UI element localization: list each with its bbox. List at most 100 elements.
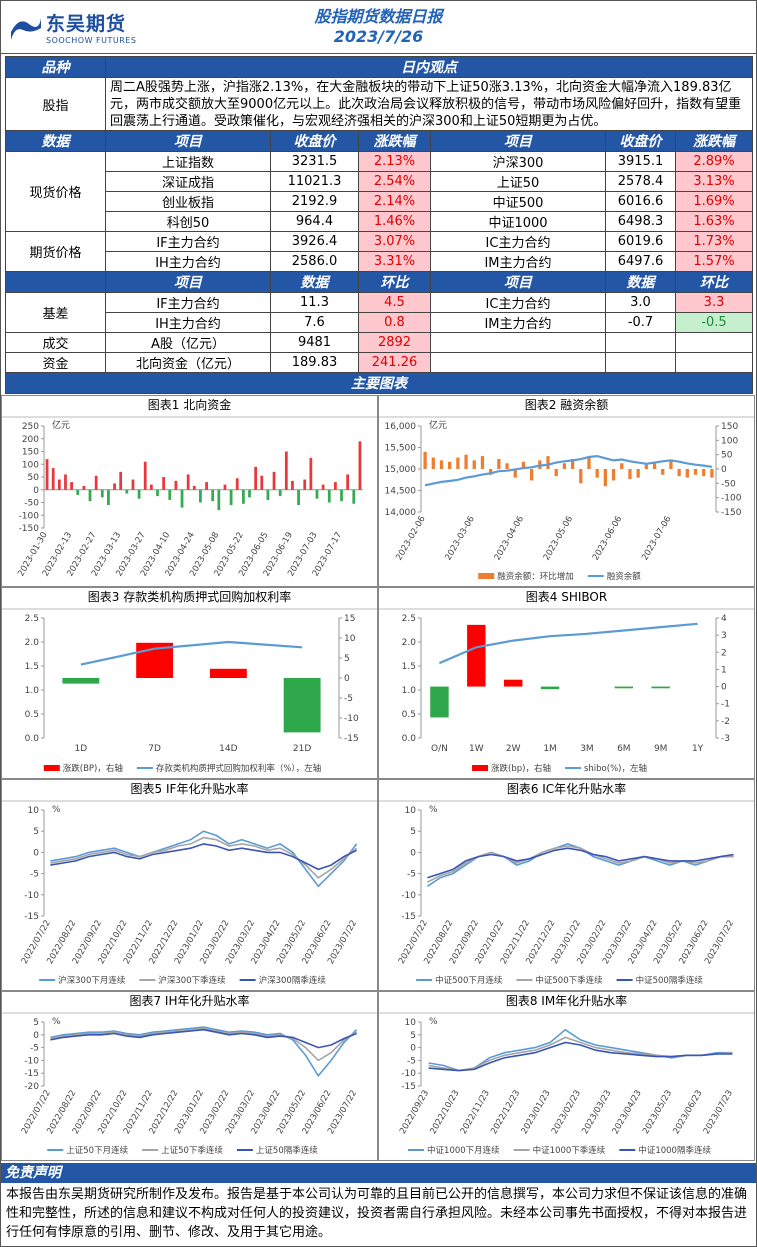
y-tick-label: -150	[721, 508, 742, 518]
value: 9481	[270, 332, 359, 353]
value: -0.7	[605, 312, 676, 333]
value: 6497.6	[605, 251, 676, 272]
legend-label: 中证1000隔季连续	[638, 1145, 711, 1156]
bar	[327, 489, 331, 503]
legend-item: 沪深300隔季连续	[239, 975, 327, 986]
bar	[439, 460, 444, 469]
bar	[51, 468, 55, 490]
legend-item: 中证500下月连续	[416, 975, 503, 986]
y-tick-label: 4	[721, 614, 727, 624]
bar	[636, 469, 640, 478]
chg: 3.07%	[358, 231, 431, 252]
label: 资金	[5, 352, 106, 373]
chart: 图表4 SHIBOR 0.0 0.5 1.0 1.5 2.0 2.5 -3 -2 -1 0 1 2 3 4 O…	[379, 590, 754, 774]
legend-label: 沪深300隔季连续	[259, 975, 327, 986]
bar	[143, 461, 147, 490]
bar	[76, 489, 80, 495]
chart-title: 图表8 IM年化升贴水率	[506, 993, 627, 1008]
legend-label: 中证500下季连续	[535, 975, 603, 986]
bar	[677, 469, 681, 477]
value: 6019.6	[605, 231, 676, 252]
y-tick-label: 5	[33, 827, 39, 837]
value: IF主力合约	[105, 231, 271, 252]
legend-label: 沪深300下月连续	[58, 975, 126, 986]
bar	[334, 482, 337, 490]
y-tick-label: 10	[344, 634, 356, 644]
legend-label: 上证50下月连续	[66, 1145, 128, 1156]
label: 成交	[5, 332, 106, 353]
value: 2578.4	[605, 171, 676, 192]
chart-title: 图表6 IC年化升贴水率	[507, 781, 626, 796]
bar	[669, 460, 673, 469]
bar	[603, 469, 608, 487]
legend-swatch	[43, 765, 60, 771]
legend-label: 存款类机构质押式回购加权利率（%），左轴	[156, 763, 321, 774]
legend-item: 上证50隔季连续	[236, 1145, 318, 1156]
bar	[644, 464, 648, 469]
value: 6016.6	[605, 191, 676, 212]
table-row: 成交 A股（亿元） 9481 2892	[5, 332, 754, 353]
chg: -0.5	[674, 312, 754, 333]
bar	[464, 454, 468, 469]
x-tick-label: 2023/05/23	[641, 1089, 674, 1136]
y-unit: %	[52, 1017, 61, 1027]
x-tick-label: 1M	[543, 744, 557, 754]
y-tick-label: 15	[344, 614, 355, 624]
bar	[284, 451, 288, 490]
value: IC主力合约	[430, 231, 606, 252]
legend: 上证50下月连续 上证50下季连续 上证50隔季连续	[47, 1145, 318, 1156]
value: IM主力合约	[430, 251, 606, 272]
label: 基差	[5, 292, 106, 333]
y-tick-label: 15,500	[385, 444, 417, 454]
disclaimer-title: 免责声明	[1, 1163, 756, 1183]
y-tick-label: 200	[22, 435, 39, 445]
x-tick-label: 2023/04/23	[611, 1089, 644, 1136]
bar	[340, 489, 343, 502]
chart: 图表2 融资余额 14,000 14,500 15,000 15,500 16,000 -1…	[379, 397, 754, 582]
legend-label: shibo(%)，左轴	[584, 763, 647, 774]
legend-item: shibo(%)，左轴	[564, 763, 647, 774]
legend-item: 上证50下季连续	[142, 1145, 223, 1156]
y-tick-label: -5	[407, 870, 416, 880]
chart-panel: 图表3 存款类机构质押式回购加权利率 0.0 0.5 1.0 1.5 2.0 2.5 -15 -…	[1, 587, 378, 779]
bar	[546, 456, 550, 469]
value: 上证指数	[105, 151, 271, 172]
bar	[661, 469, 665, 475]
value: 189.83	[270, 352, 359, 373]
y-tick-label: -15	[401, 1082, 416, 1092]
x-tick-label: 7D	[148, 744, 161, 754]
y-tick-label: -3	[721, 734, 730, 744]
hd: 环比	[358, 271, 431, 293]
bar	[125, 489, 129, 494]
bar	[278, 489, 282, 497]
x-tick-label: 2023/02/23	[550, 1089, 583, 1136]
bar	[303, 479, 307, 490]
x-tick-label: 6M	[617, 744, 631, 754]
y-tick-label: 50	[28, 473, 40, 483]
y-tick-label: -5	[30, 1044, 39, 1054]
legend: 涨跌(BP)，右轴 存款类机构质押式回购加权利率（%），左轴	[43, 763, 321, 774]
bar	[235, 478, 239, 490]
bar	[156, 489, 159, 497]
logo-sub: SOOCHOW FUTURES	[46, 36, 137, 45]
y-tick-label: -5	[30, 870, 39, 880]
bar	[192, 485, 196, 490]
y-unit: %	[429, 805, 438, 815]
x-tick-label: 2023-07-06	[640, 515, 673, 563]
chg: 1.73%	[674, 231, 754, 252]
bar	[693, 469, 698, 475]
bar	[587, 457, 591, 469]
y-tick-label: -50	[24, 499, 39, 509]
x-tick-label: 2022/12/23	[489, 1089, 522, 1136]
y-tick-label: 1.0	[25, 686, 40, 696]
chart-title: 图表7 IH年化升贴水率	[129, 993, 249, 1008]
bar	[540, 686, 560, 690]
hd: 项目	[430, 130, 606, 152]
chart-panel: 图表5 IF年化升贴水率 -15 -10 -5 0 5 10% 2022/07/22 2022/…	[1, 779, 378, 991]
empty	[674, 352, 754, 373]
value: IH主力合约	[105, 312, 271, 333]
x-tick-label: 2023/07/23	[702, 1089, 735, 1136]
value: 964.4	[270, 211, 359, 232]
value: IH主力合约	[105, 251, 271, 272]
